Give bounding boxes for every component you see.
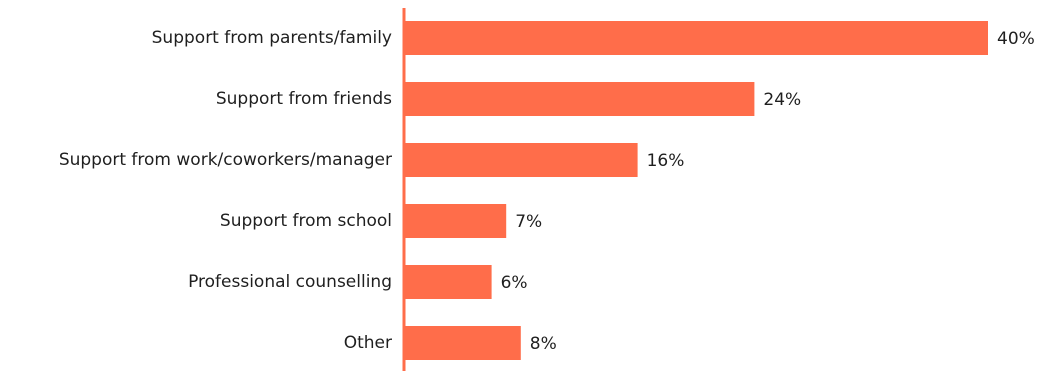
bar	[404, 82, 755, 116]
bar	[404, 204, 507, 238]
category-label: Other	[344, 333, 392, 353]
value-label: 40%	[997, 29, 1035, 49]
bar	[404, 143, 638, 177]
category-label: Support from work/coworkers/manager	[59, 150, 392, 170]
bar	[404, 21, 988, 55]
category-label: Support from school	[220, 211, 392, 231]
value-label: 8%	[530, 334, 557, 354]
value-label: 6%	[501, 273, 528, 293]
value-labels-layer: 40% 24% 16% 7% 6% 8%	[501, 29, 1035, 354]
value-label: 7%	[515, 212, 542, 232]
category-label: Support from friends	[216, 89, 392, 109]
value-label: 24%	[763, 90, 801, 110]
category-labels-layer: Support from parents/family Support from …	[59, 28, 392, 353]
category-label: Support from parents/family	[152, 28, 392, 48]
bars-layer	[404, 21, 988, 360]
value-label: 16%	[647, 151, 685, 171]
bar	[404, 265, 492, 299]
category-label: Professional counselling	[188, 272, 392, 292]
bar	[404, 326, 521, 360]
